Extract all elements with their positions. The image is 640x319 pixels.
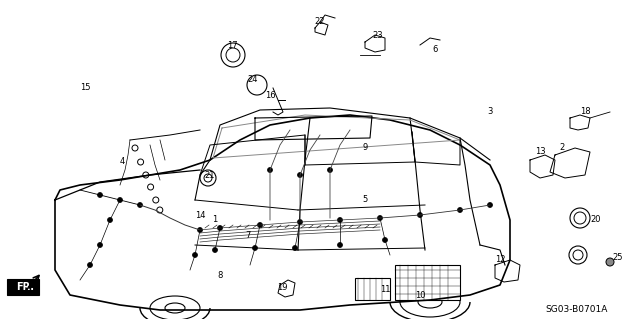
Text: FR.: FR. bbox=[16, 282, 34, 292]
Circle shape bbox=[108, 218, 113, 222]
Text: 9: 9 bbox=[362, 144, 367, 152]
Text: 3: 3 bbox=[487, 108, 493, 116]
Text: 12: 12 bbox=[495, 256, 505, 264]
Circle shape bbox=[138, 203, 143, 207]
Circle shape bbox=[118, 197, 122, 203]
FancyBboxPatch shape bbox=[355, 278, 390, 300]
Text: 4: 4 bbox=[120, 158, 125, 167]
Text: 16: 16 bbox=[265, 91, 275, 100]
Text: 23: 23 bbox=[372, 31, 383, 40]
Text: 21: 21 bbox=[205, 170, 215, 180]
Text: 2: 2 bbox=[559, 144, 564, 152]
Circle shape bbox=[298, 173, 303, 177]
Text: 22: 22 bbox=[315, 18, 325, 26]
Circle shape bbox=[378, 216, 383, 220]
Circle shape bbox=[193, 253, 198, 257]
Circle shape bbox=[383, 238, 387, 242]
Text: 24: 24 bbox=[248, 76, 259, 85]
Text: 15: 15 bbox=[80, 84, 90, 93]
Circle shape bbox=[212, 248, 218, 253]
Circle shape bbox=[458, 207, 463, 212]
Text: 11: 11 bbox=[380, 286, 390, 294]
Text: 14: 14 bbox=[195, 211, 205, 219]
Text: 10: 10 bbox=[415, 291, 425, 300]
Circle shape bbox=[88, 263, 93, 268]
Text: SG03-B0701A: SG03-B0701A bbox=[545, 306, 607, 315]
Text: 8: 8 bbox=[218, 271, 223, 279]
Circle shape bbox=[257, 222, 262, 227]
Text: 1: 1 bbox=[212, 216, 218, 225]
Text: 7: 7 bbox=[245, 231, 251, 240]
Circle shape bbox=[253, 246, 257, 250]
FancyBboxPatch shape bbox=[7, 279, 39, 295]
Circle shape bbox=[292, 246, 298, 250]
Circle shape bbox=[417, 212, 422, 218]
Text: 5: 5 bbox=[362, 196, 367, 204]
Text: 13: 13 bbox=[534, 147, 545, 157]
Text: 25: 25 bbox=[612, 254, 623, 263]
Circle shape bbox=[268, 167, 273, 173]
Circle shape bbox=[337, 218, 342, 222]
Text: 19: 19 bbox=[276, 284, 287, 293]
Circle shape bbox=[298, 219, 303, 225]
Circle shape bbox=[337, 242, 342, 248]
Circle shape bbox=[97, 242, 102, 248]
Text: 20: 20 bbox=[591, 216, 601, 225]
Circle shape bbox=[488, 203, 493, 207]
Text: 18: 18 bbox=[580, 108, 590, 116]
Circle shape bbox=[198, 227, 202, 233]
Text: 17: 17 bbox=[227, 41, 237, 49]
FancyBboxPatch shape bbox=[395, 265, 460, 300]
Circle shape bbox=[328, 167, 333, 173]
Circle shape bbox=[606, 258, 614, 266]
Text: 6: 6 bbox=[432, 46, 438, 55]
Circle shape bbox=[218, 226, 223, 231]
Circle shape bbox=[97, 192, 102, 197]
